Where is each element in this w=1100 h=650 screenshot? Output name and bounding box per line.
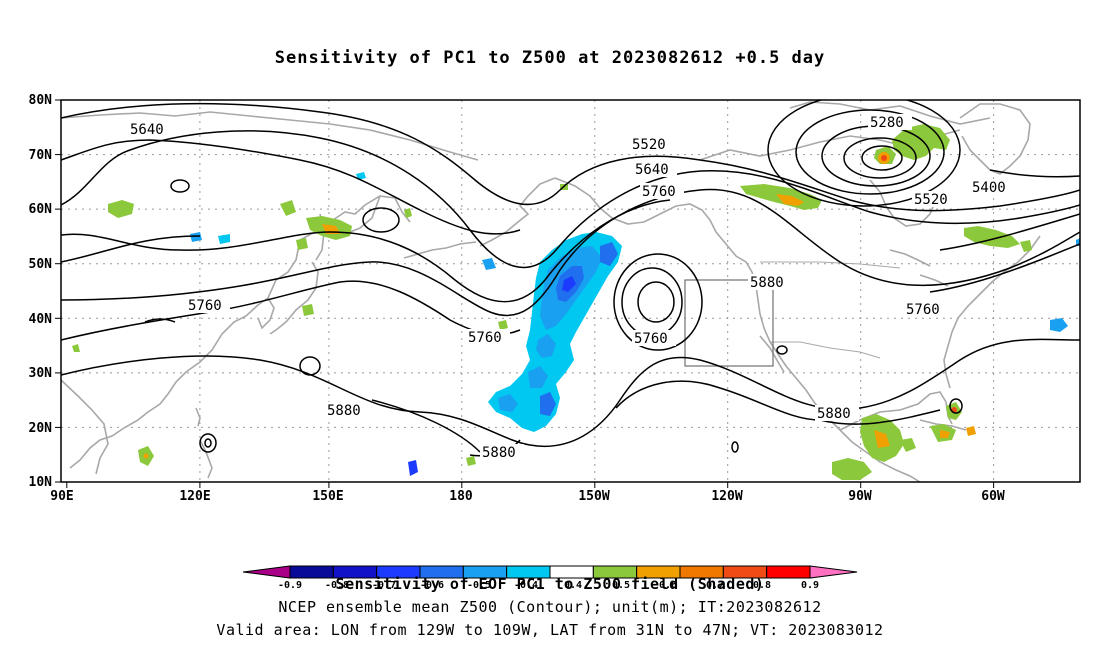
colorbar-tick-label: -0.8 bbox=[325, 580, 349, 591]
contour-label: 5520 bbox=[914, 192, 948, 208]
colorbar-tick-labels: -0.9 -0.8 -0.7 -0.6 -0.5 -0.4 0.4 0.5 0.… bbox=[278, 580, 819, 591]
colorbar-tick-label: -0.4 bbox=[514, 580, 538, 591]
contour-label: 5880 bbox=[327, 403, 361, 419]
lat-tick-label: 80N bbox=[29, 93, 53, 108]
colorbar-tick-label: 0.6 bbox=[659, 580, 677, 591]
colorbar-right-arrow bbox=[809, 565, 858, 579]
contour-labels: 5640 5520 5640 5760 5280 5400 5520 5760 … bbox=[128, 114, 1014, 461]
colorbar-cells bbox=[289, 565, 811, 579]
lon-axis bbox=[66, 482, 995, 488]
contour-label: 5520 bbox=[632, 137, 666, 153]
colorbar-caption: Sensitivity of EOF PC1 to Z500 field (Sh… bbox=[335, 575, 765, 593]
contour-label: 5640 bbox=[130, 122, 164, 138]
lon-tick-label: 120E bbox=[179, 489, 210, 504]
colorbar-tick-label: -0.9 bbox=[278, 580, 302, 591]
colorbar-tick-label: -0.6 bbox=[420, 580, 444, 591]
lat-tick-labels: 80N 70N 60N 50N 40N 30N 20N 10N bbox=[29, 93, 53, 490]
map-grid bbox=[61, 100, 1080, 482]
lon-tick-label: 150W bbox=[578, 489, 609, 504]
lon-tick-label: 180 bbox=[449, 489, 473, 504]
shading-negative bbox=[190, 172, 1080, 476]
lat-tick-label: 70N bbox=[29, 148, 53, 163]
contour-label: 5880 bbox=[482, 445, 516, 461]
lat-tick-label: 40N bbox=[29, 312, 53, 327]
lon-tick-label: 90W bbox=[848, 489, 872, 504]
figure-title: Sensitivity of PC1 to Z500 at 2023082612… bbox=[274, 48, 826, 68]
colorbar-tick-label: 0.4 bbox=[564, 580, 582, 591]
colorbar-tick-label: 0.5 bbox=[612, 580, 630, 591]
contour-label: 5760 bbox=[642, 184, 676, 200]
shading-positive bbox=[72, 124, 1032, 480]
contour-label: 5760 bbox=[906, 302, 940, 318]
lon-tick-labels: 90E 120E 150E 180 150W 120W 90W 60W bbox=[50, 489, 1005, 504]
contour-label: 5880 bbox=[750, 275, 784, 291]
colorbar: -0.9 -0.8 -0.7 -0.6 -0.5 -0.4 0.4 0.5 0.… bbox=[242, 565, 858, 591]
contour-label: 5640 bbox=[635, 162, 669, 178]
contour-label: 5760 bbox=[634, 331, 668, 347]
lat-tick-label: 10N bbox=[29, 475, 53, 490]
lat-tick-label: 30N bbox=[29, 366, 53, 381]
contour-label: 5760 bbox=[188, 298, 222, 314]
footer-line-1: NCEP ensemble mean Z500 (Contour); unit(… bbox=[278, 598, 822, 616]
map-frame bbox=[60, 99, 1081, 483]
z500-contours bbox=[61, 100, 1080, 457]
lon-tick-label: 90E bbox=[50, 489, 73, 504]
colorbar-tick-label: 0.8 bbox=[753, 580, 771, 591]
lon-tick-label: 150E bbox=[312, 489, 343, 504]
lat-tick-label: 50N bbox=[29, 257, 53, 272]
footer-line-2: Valid area: LON from 129W to 109W, LAT f… bbox=[216, 621, 884, 639]
lat-axis bbox=[55, 99, 61, 483]
colorbar-tick-label: -0.7 bbox=[372, 580, 396, 591]
contour-label: 5760 bbox=[468, 330, 502, 346]
contour-label: 5880 bbox=[817, 406, 851, 422]
contour-label: 5280 bbox=[870, 115, 904, 131]
colorbar-tick-label: 0.7 bbox=[706, 580, 724, 591]
colorbar-tick-label: -0.5 bbox=[467, 580, 491, 591]
colorbar-tick-label: 0.9 bbox=[801, 580, 819, 591]
map-area: 5640 5520 5640 5760 5280 5400 5520 5760 … bbox=[60, 99, 1081, 483]
valid-area-box bbox=[684, 279, 774, 367]
contour-label: 5400 bbox=[972, 180, 1006, 196]
lat-tick-label: 20N bbox=[29, 421, 53, 436]
lon-tick-label: 120W bbox=[711, 489, 742, 504]
lat-tick-label: 60N bbox=[29, 202, 53, 217]
lon-tick-label: 60W bbox=[981, 489, 1005, 504]
